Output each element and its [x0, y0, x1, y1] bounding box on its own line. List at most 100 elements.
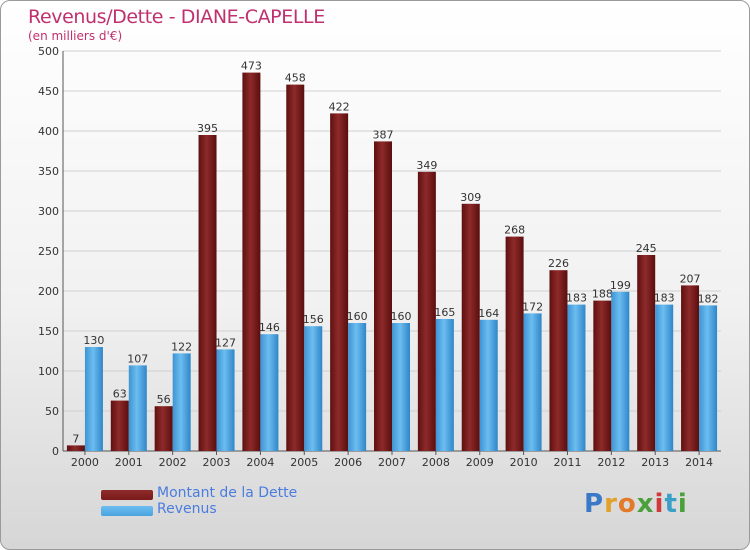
data-label-revenue: 122 [171, 340, 192, 353]
data-label-debt: 245 [636, 242, 657, 255]
data-label-revenue: 156 [303, 313, 324, 326]
data-label-debt: 422 [329, 100, 350, 113]
bar-debt [286, 84, 305, 451]
y-tick-label: 250 [38, 245, 59, 258]
data-label-debt: 458 [285, 72, 306, 85]
bar-debt [637, 255, 656, 451]
logo-letter: r [604, 489, 618, 519]
logo-letter: x [636, 489, 655, 519]
data-label-debt: 268 [504, 224, 525, 237]
bar-revenue [699, 305, 718, 451]
bar-revenue [348, 323, 367, 451]
chart-title: Revenus/Dette - DIANE-CAPELLE [28, 6, 325, 28]
y-tick-label: 100 [38, 365, 59, 378]
bar-debt [417, 171, 436, 452]
y-tick-label: 0 [52, 445, 59, 458]
proxiti-logo: Proxiti [584, 489, 688, 519]
legend-swatch-debt [101, 490, 153, 500]
data-label-revenue: 130 [83, 334, 104, 347]
data-label-revenue: 164 [478, 307, 499, 320]
data-label-debt: 387 [373, 128, 394, 141]
bar-debt [66, 445, 85, 451]
data-label-revenue: 172 [522, 300, 543, 313]
bar-revenue [523, 313, 542, 451]
bar-debt [593, 300, 612, 451]
data-label-debt: 63 [113, 388, 127, 401]
legend-label-revenue: Revenus [157, 501, 217, 517]
y-tick-label: 300 [38, 205, 59, 218]
y-tick-label: 200 [38, 285, 59, 298]
data-label-debt: 395 [197, 122, 218, 135]
x-tick-label: 2013 [641, 456, 669, 469]
bar-debt [110, 400, 129, 451]
bar-revenue [128, 365, 147, 451]
logo-letter: o [617, 489, 637, 519]
chart-subtitle: (en milliers d'€) [28, 29, 123, 43]
data-label-debt: 207 [680, 272, 701, 285]
y-tick-label: 150 [38, 325, 59, 338]
data-label-revenue: 183 [654, 292, 675, 305]
bar-debt [330, 113, 349, 452]
data-label-revenue: 160 [347, 310, 368, 323]
bar-revenue [84, 347, 103, 451]
data-label-revenue: 165 [434, 306, 455, 319]
x-tick-label: 2001 [115, 456, 143, 469]
logo-letter: P [584, 489, 605, 519]
x-tick-label: 2010 [510, 456, 538, 469]
x-tick-label: 2009 [466, 456, 494, 469]
x-tick-label: 2003 [203, 456, 231, 469]
bar-revenue [655, 304, 674, 451]
y-tick-label: 400 [38, 125, 59, 138]
data-label-debt: 56 [157, 393, 171, 406]
x-tick-label: 2004 [246, 456, 274, 469]
logo-letter: i [677, 489, 688, 519]
x-tick-label: 2007 [378, 456, 406, 469]
bar-debt [154, 406, 173, 451]
x-tick-label: 2002 [159, 456, 187, 469]
data-label-revenue: 107 [127, 352, 148, 365]
x-tick-label: 2012 [597, 456, 625, 469]
bar-revenue [260, 334, 279, 451]
legend-swatch-revenue [101, 506, 153, 516]
data-label-debt: 188 [592, 288, 613, 301]
bar-debt [198, 135, 217, 451]
bar-revenue [435, 319, 454, 451]
data-label-revenue: 127 [215, 336, 236, 349]
data-label-debt: 473 [241, 60, 262, 73]
logo-letter: t [664, 489, 678, 519]
bar-debt [374, 141, 392, 451]
y-tick-label: 500 [38, 45, 59, 58]
y-tick-label: 350 [38, 165, 59, 178]
x-tick-label: 2008 [422, 456, 450, 469]
bar-revenue [216, 349, 235, 451]
x-tick-label: 2014 [685, 456, 713, 469]
bar-revenue [172, 353, 191, 451]
legend-label-debt: Montant de la Dette [157, 485, 298, 501]
x-tick-label: 2006 [334, 456, 362, 469]
bar-debt [681, 285, 700, 451]
y-tick-label: 50 [45, 405, 59, 418]
x-tick-label: 2000 [71, 456, 99, 469]
data-label-revenue: 183 [566, 292, 587, 305]
bar-revenue [392, 323, 410, 451]
data-label-revenue: 160 [391, 310, 412, 323]
bar-debt [461, 203, 480, 451]
logo-letter: i [654, 489, 665, 519]
data-label-revenue: 199 [610, 279, 631, 292]
data-label-debt: 226 [548, 257, 569, 270]
bar-debt [242, 72, 261, 451]
bar-revenue [567, 304, 586, 451]
x-tick-label: 2005 [290, 456, 318, 469]
bar-revenue [479, 319, 498, 451]
y-tick-label: 450 [38, 85, 59, 98]
data-label-revenue: 182 [698, 292, 719, 305]
data-label-revenue: 146 [259, 321, 280, 334]
bar-debt [505, 236, 524, 451]
bar-debt [549, 270, 568, 451]
x-tick-label: 2011 [553, 456, 581, 469]
bar-revenue [304, 326, 323, 451]
bar-revenue [611, 291, 630, 451]
data-label-debt: 349 [416, 159, 437, 172]
